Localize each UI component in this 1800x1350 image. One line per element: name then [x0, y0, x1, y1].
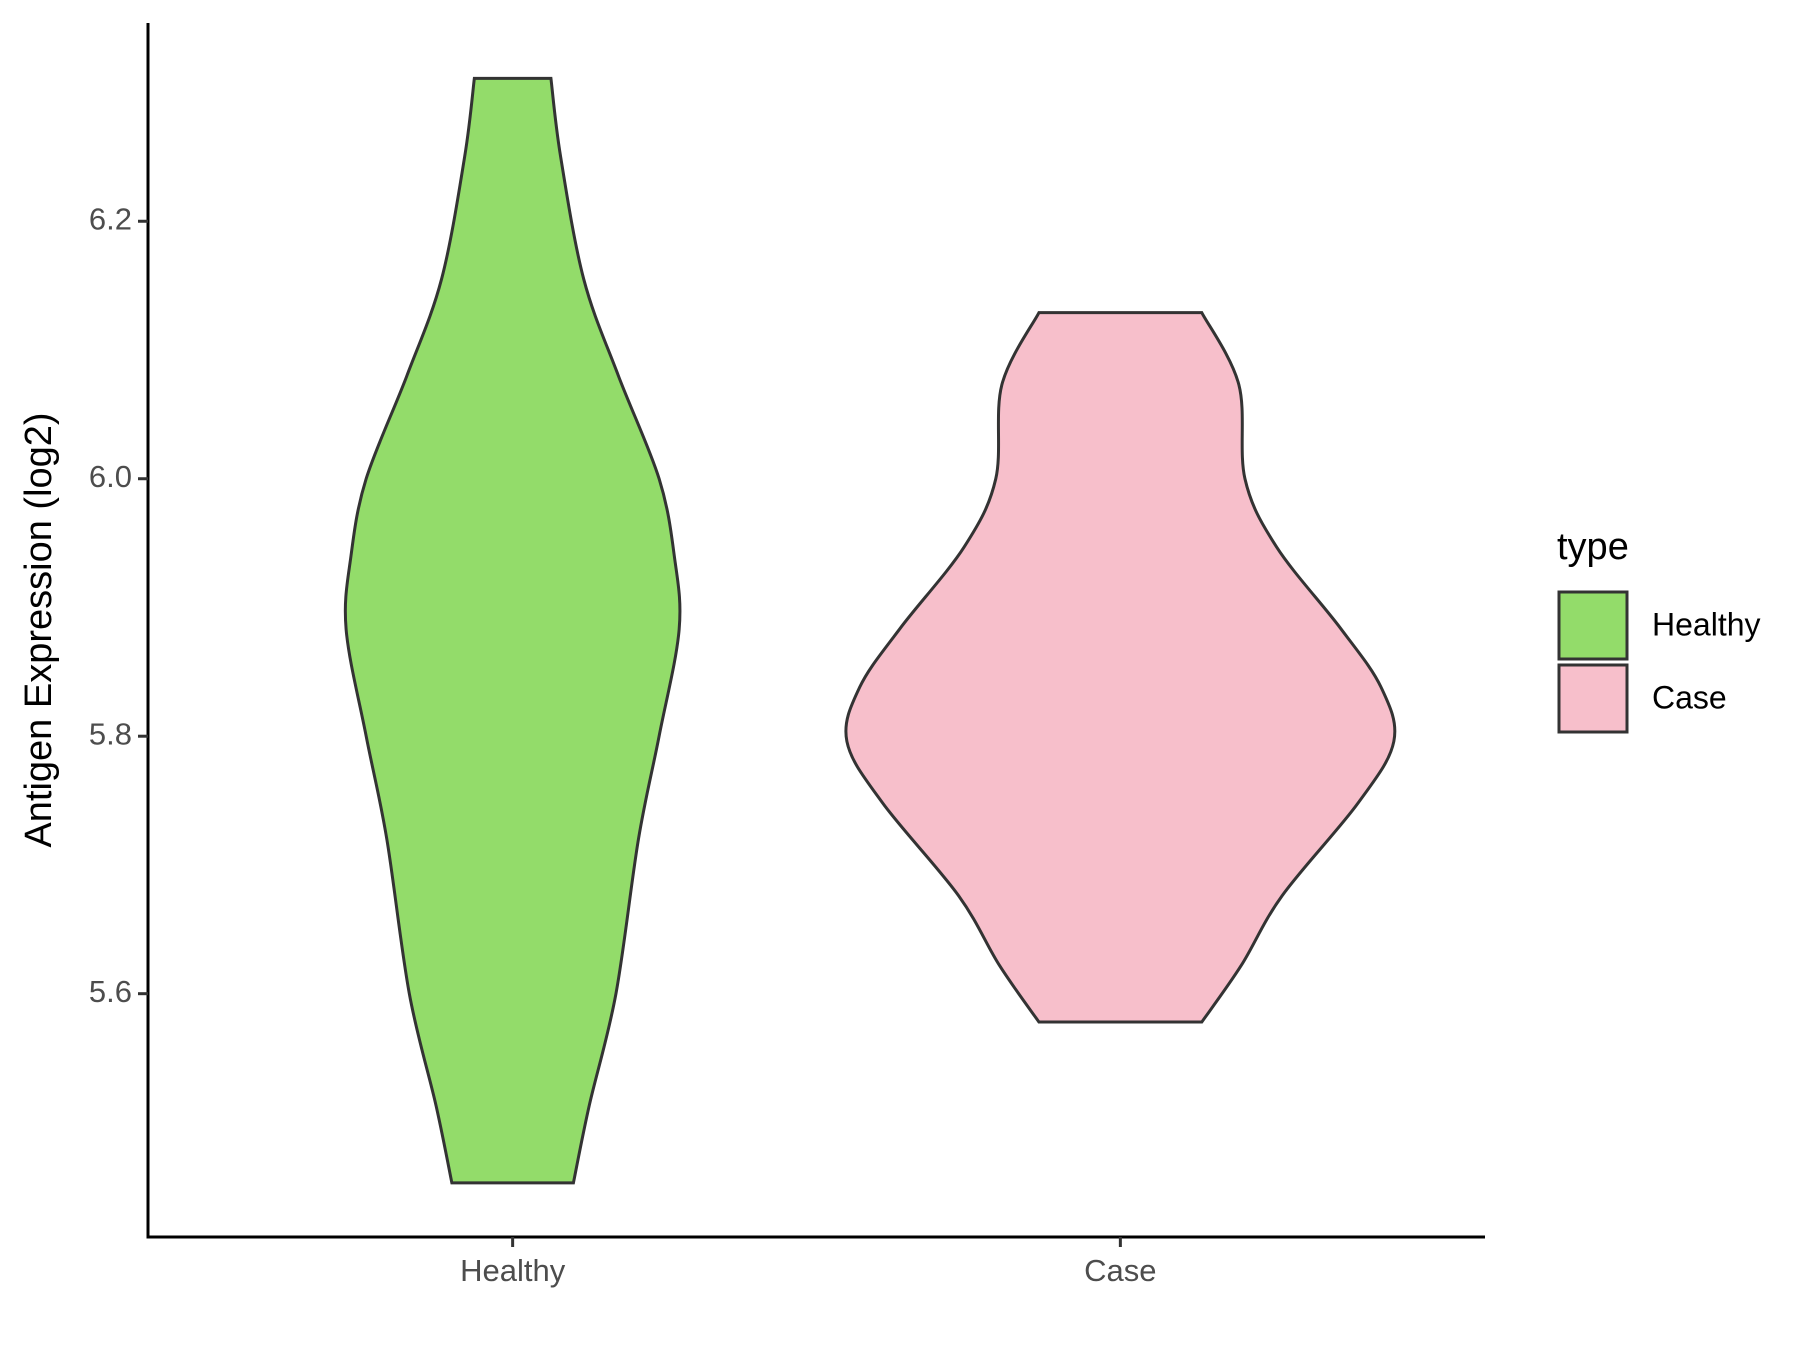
violin [844, 311, 1397, 1024]
y-tick-label: 5.6 [89, 974, 132, 1009]
x-tick-label: Healthy [460, 1253, 566, 1288]
y-axis-title: Antigen Expression (log2) [18, 412, 60, 847]
violin [343, 76, 682, 1185]
legend-title: type [1557, 526, 1629, 568]
legend-key [1557, 590, 1629, 661]
y-tick-label: 6.0 [89, 459, 132, 494]
x-tick-label: Case [1084, 1253, 1156, 1288]
y-tick-label: 5.8 [89, 716, 132, 751]
legend-label: Case [1652, 679, 1727, 715]
y-tick-label: 6.2 [89, 201, 132, 236]
legend-key [1557, 663, 1629, 734]
legend-label: Healthy [1652, 606, 1761, 642]
